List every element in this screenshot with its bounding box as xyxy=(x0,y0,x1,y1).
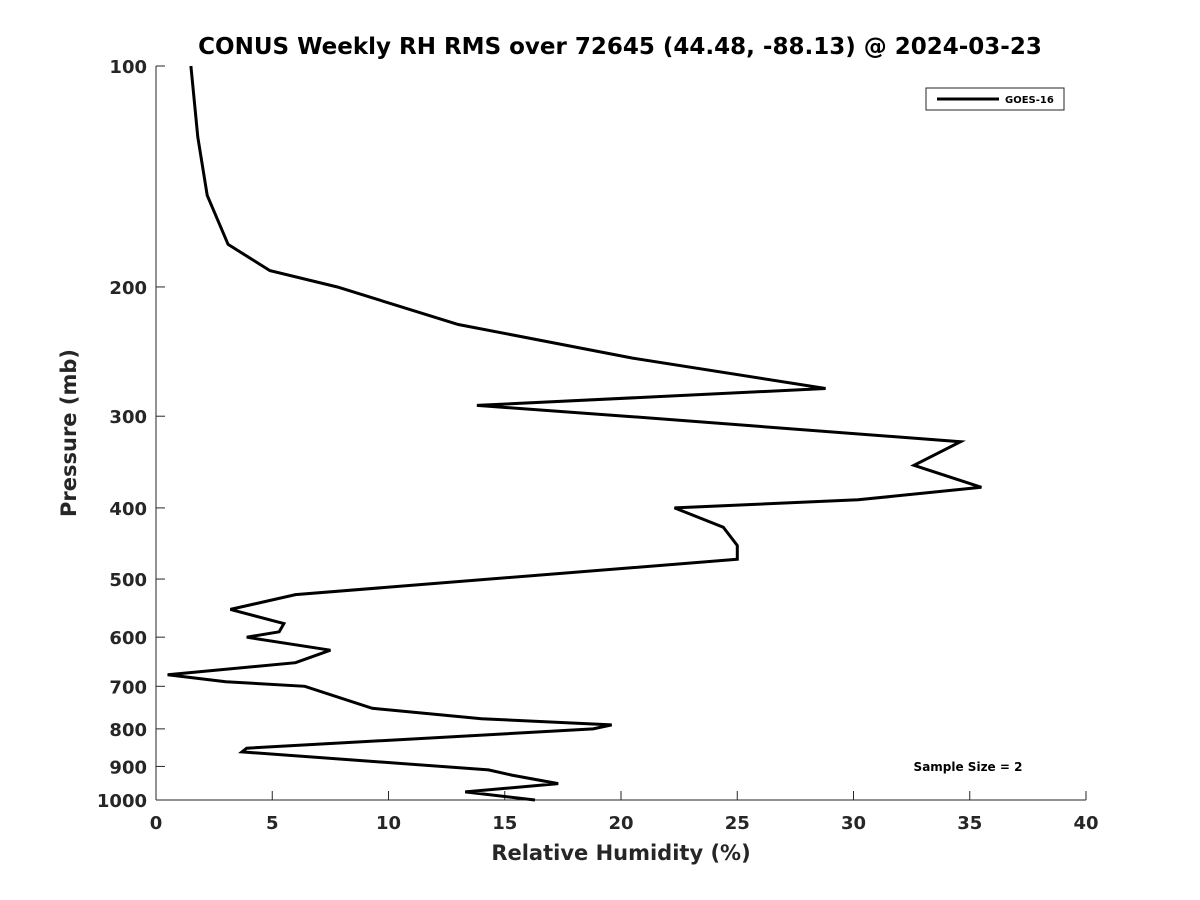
y-tick-label: 800 xyxy=(109,720,147,741)
y-tick-label: 400 xyxy=(109,499,147,520)
series-layer xyxy=(167,65,982,802)
axes xyxy=(155,66,1086,801)
y-tick-label: 500 xyxy=(109,570,147,591)
x-tick-label: 30 xyxy=(841,813,866,834)
x-tick-label: 10 xyxy=(376,813,401,834)
x-tick-label: 25 xyxy=(725,813,750,834)
x-tick-label: 15 xyxy=(492,813,517,834)
y-ticks: 100 200 300 400 500 600 700 800 900 1000 xyxy=(97,57,165,812)
series-line-goes-16 xyxy=(167,65,982,802)
x-axis-label: Relative Humidity (%) xyxy=(491,841,750,865)
x-tick-label: 40 xyxy=(1073,813,1098,834)
x-tick-label: 35 xyxy=(957,813,982,834)
y-tick-label: 200 xyxy=(109,278,147,299)
chart-title: CONUS Weekly RH RMS over 72645 (44.48, -… xyxy=(198,34,1042,60)
x-tick-label: 0 xyxy=(150,813,163,834)
y-axis-label: Pressure (mb) xyxy=(57,349,81,517)
y-tick-label: 900 xyxy=(109,757,147,778)
legend: GOES-16 xyxy=(925,87,1065,111)
y-tick-label: 600 xyxy=(109,628,147,649)
y-tick-label: 700 xyxy=(109,677,147,698)
y-tick-label: 300 xyxy=(109,407,147,428)
x-tick-label: 5 xyxy=(266,813,279,834)
x-tick-label: 20 xyxy=(608,813,633,834)
y-tick-label: 1000 xyxy=(97,791,147,812)
sample-size-annotation: Sample Size = 2 xyxy=(914,760,1023,774)
legend-label: GOES-16 xyxy=(1005,95,1054,106)
x-ticks: 0 5 10 15 20 25 30 35 40 xyxy=(150,791,1099,834)
y-tick-label: 100 xyxy=(109,57,147,78)
